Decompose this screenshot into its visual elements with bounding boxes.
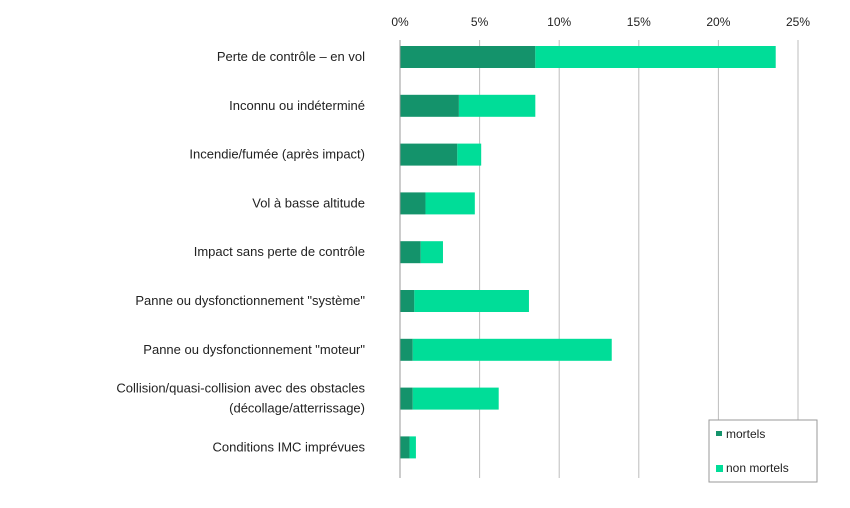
legend-label-mortels: mortels (726, 427, 765, 441)
category-labels: Perte de contrôle – en vol Inconnu ou ind… (116, 49, 365, 454)
bar-segment-non-mortels (420, 241, 443, 264)
bars (400, 46, 776, 459)
legend-box (708, 419, 818, 483)
x-tick-label: 10% (547, 15, 571, 29)
category-label: Perte de contrôle – en vol (217, 49, 365, 64)
category-label: Conditions IMC imprévues (213, 439, 366, 454)
x-tick-label: 15% (627, 15, 651, 29)
bar-segment-non-mortels (414, 290, 529, 312)
bar-segment-non-mortels (412, 338, 612, 361)
x-tick-label: 25% (786, 15, 810, 29)
x-tick-label: 20% (706, 15, 730, 29)
bar-segment-mortels (400, 143, 458, 166)
legend: mortels non mortels (708, 419, 818, 483)
legend-swatch-mortels (716, 431, 722, 436)
bar-segment-mortels (400, 241, 421, 264)
category-label: Panne ou dysfonctionnement "système" (135, 293, 365, 308)
bar-segment-mortels (400, 94, 459, 117)
category-label: Impact sans perte de contrôle (194, 244, 365, 259)
legend-label-non-mortels: non mortels (726, 461, 789, 475)
bar-segment-mortels (400, 436, 410, 459)
category-label: Collision/quasi-collision avec des obsta… (116, 381, 365, 396)
bar-segment-non-mortels (458, 94, 536, 117)
bar-segment-non-mortels (425, 192, 475, 215)
x-axis-tick-labels: 0% 5% 10% 15% 20% 25% (391, 15, 810, 29)
bar-segment-mortels (400, 192, 426, 215)
bar-segment-mortels (400, 290, 415, 312)
x-tick-label: 5% (471, 15, 489, 29)
category-label: Incendie/fumée (après impact) (189, 147, 365, 162)
bar-segment-non-mortels (412, 387, 499, 410)
category-label: Vol à basse altitude (252, 195, 365, 210)
bar-segment-non-mortels (409, 436, 416, 459)
bar-segment-non-mortels (535, 46, 776, 68)
x-tick-label: 0% (391, 15, 409, 29)
bar-segment-mortels (400, 387, 413, 410)
bar-segment-mortels (400, 46, 536, 68)
bar-segment-mortels (400, 338, 413, 361)
bar-segment-non-mortels (457, 143, 482, 166)
category-label: Panne ou dysfonctionnement "moteur" (143, 342, 365, 357)
legend-swatch-non-mortels (716, 465, 723, 472)
category-label: Inconnu ou indéterminé (229, 98, 365, 113)
category-label: (décollage/atterrissage) (229, 401, 365, 416)
